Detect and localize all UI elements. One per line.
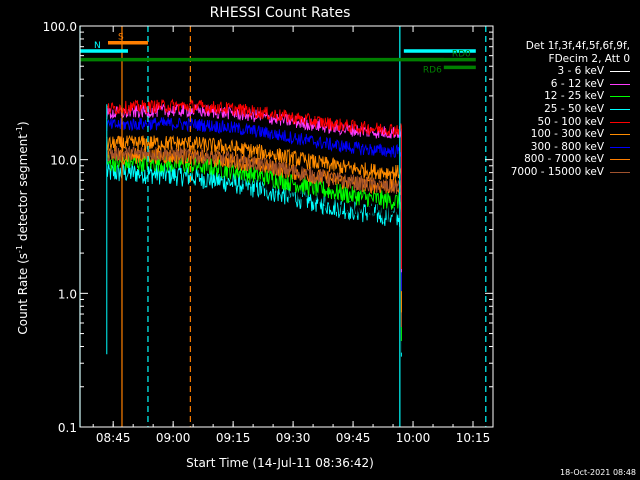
legend-entry: 25 - 50 keV <box>480 103 630 116</box>
y-tick-label: 100.0 <box>43 20 77 34</box>
x-tick-label: 09:30 <box>276 431 311 445</box>
legend-decimation: FDecim 2, Att 0 <box>548 52 630 65</box>
y-axis-label-main: Count Rate (s <box>16 253 30 335</box>
flag-label: N <box>94 41 101 51</box>
series-line <box>106 98 402 269</box>
legend-entry: 100 - 300 keV <box>480 128 630 141</box>
legend-entry: 3 - 6 keV <box>480 65 630 78</box>
y-axis-label: Count Rate (s-1 detector segment-1) <box>15 121 30 334</box>
legend-entry-label: 800 - 7000 keV <box>524 153 604 166</box>
legend-entry: 50 - 100 keV <box>480 116 630 129</box>
x-tick-label: 08:45 <box>96 431 131 445</box>
x-axis-label: Start Time (14-Jul-11 08:36:42) <box>186 456 374 470</box>
legend-entry: 6 - 12 keV <box>480 78 630 91</box>
series-line <box>106 103 402 273</box>
legend-swatch <box>610 159 630 161</box>
x-tick-label: 10:15 <box>456 431 491 445</box>
legend-entry-label: 7000 - 15000 keV <box>510 165 604 178</box>
legend-detectors: Det 1f,3f,4f,5f,6f,9f, <box>525 40 630 52</box>
legend-entry: 300 - 800 keV <box>480 141 630 154</box>
legend-entry-label: 12 - 25 keV <box>544 90 604 103</box>
legend-swatch <box>610 83 630 85</box>
legend-entry: 12 - 25 keV <box>480 90 630 103</box>
chart-title: RHESSI Count Rates <box>210 5 351 21</box>
legend-swatch <box>610 71 630 73</box>
flag-label: S <box>118 33 124 43</box>
plot-frame <box>79 25 494 428</box>
legend: Det 1f,3f,4f,5f,6f,9f, FDecim 2, Att 0 3… <box>480 40 630 179</box>
x-tick-label: 10:00 <box>396 431 431 445</box>
series-line <box>106 145 402 327</box>
y-axis-label-sup-2: -1 <box>15 126 24 134</box>
series-line <box>106 153 402 341</box>
legend-entry: 800 - 7000 keV <box>480 153 630 166</box>
series-line <box>106 134 402 313</box>
legend-entry-label: 50 - 100 keV <box>537 115 604 128</box>
legend-entry-label: 100 - 300 keV <box>530 128 604 141</box>
x-tick-label: 09:00 <box>156 431 191 445</box>
y-tick-label: 1.0 <box>58 287 77 301</box>
legend-swatch <box>610 146 630 148</box>
flag-label: RD6 <box>423 65 442 75</box>
generation-timestamp: 18-Oct-2021 08:48 <box>560 468 636 477</box>
y-axis-label-end: ) <box>16 121 30 126</box>
series-line <box>106 161 402 357</box>
y-axis-label-sup-1: -1 <box>15 245 24 253</box>
legend-swatch <box>610 171 630 173</box>
legend-swatch <box>610 108 630 110</box>
x-tick-label: 09:15 <box>216 431 251 445</box>
legend-entry-label: 300 - 800 keV <box>530 140 604 153</box>
y-tick-label: 10.0 <box>50 154 77 168</box>
legend-swatch <box>610 96 630 98</box>
legend-swatch <box>610 121 630 123</box>
y-axis-label-mid: detector segment <box>16 134 30 245</box>
flag-label: RD0 <box>452 50 471 60</box>
legend-swatch <box>610 134 630 136</box>
x-tick-label: 09:45 <box>336 431 371 445</box>
legend-entry-label: 6 - 12 keV <box>550 77 604 90</box>
legend-entry-label: 3 - 6 keV <box>557 65 604 78</box>
series-line <box>106 117 402 292</box>
legend-entry-label: 25 - 50 keV <box>544 102 604 115</box>
y-tick-label: 0.1 <box>58 421 77 435</box>
legend-entry: 7000 - 15000 keV <box>480 166 630 179</box>
